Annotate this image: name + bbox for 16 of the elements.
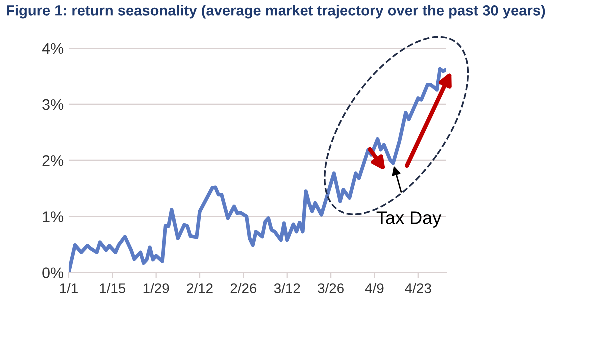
- y-tick-label: 1%: [43, 212, 64, 222]
- chart-title: Figure 1: return seasonality (average market trajectory over the past 30 years): [7, 5, 546, 19]
- x-tick-label: 2/26: [230, 283, 257, 294]
- x-tick-label: 3/12: [274, 283, 300, 294]
- annotation: Tax Day: [376, 212, 442, 228]
- y-tick-label: 4%: [42, 43, 64, 54]
- y-tick-label: 2%: [42, 155, 64, 166]
- x-tick-label: 3/26: [318, 283, 344, 294]
- x-tick-label: 1/1: [60, 283, 78, 294]
- y-tick-label: 0%: [42, 268, 64, 278]
- x-tick-label: 1/15: [100, 283, 126, 294]
- x-tick-label: 4/23: [405, 283, 432, 294]
- x-tick-label: 4/9: [365, 283, 384, 294]
- x-tick-label: 1/29: [144, 283, 170, 294]
- y-tick-label: 3%: [42, 99, 64, 110]
- x-tick-label: 2/12: [187, 283, 213, 294]
